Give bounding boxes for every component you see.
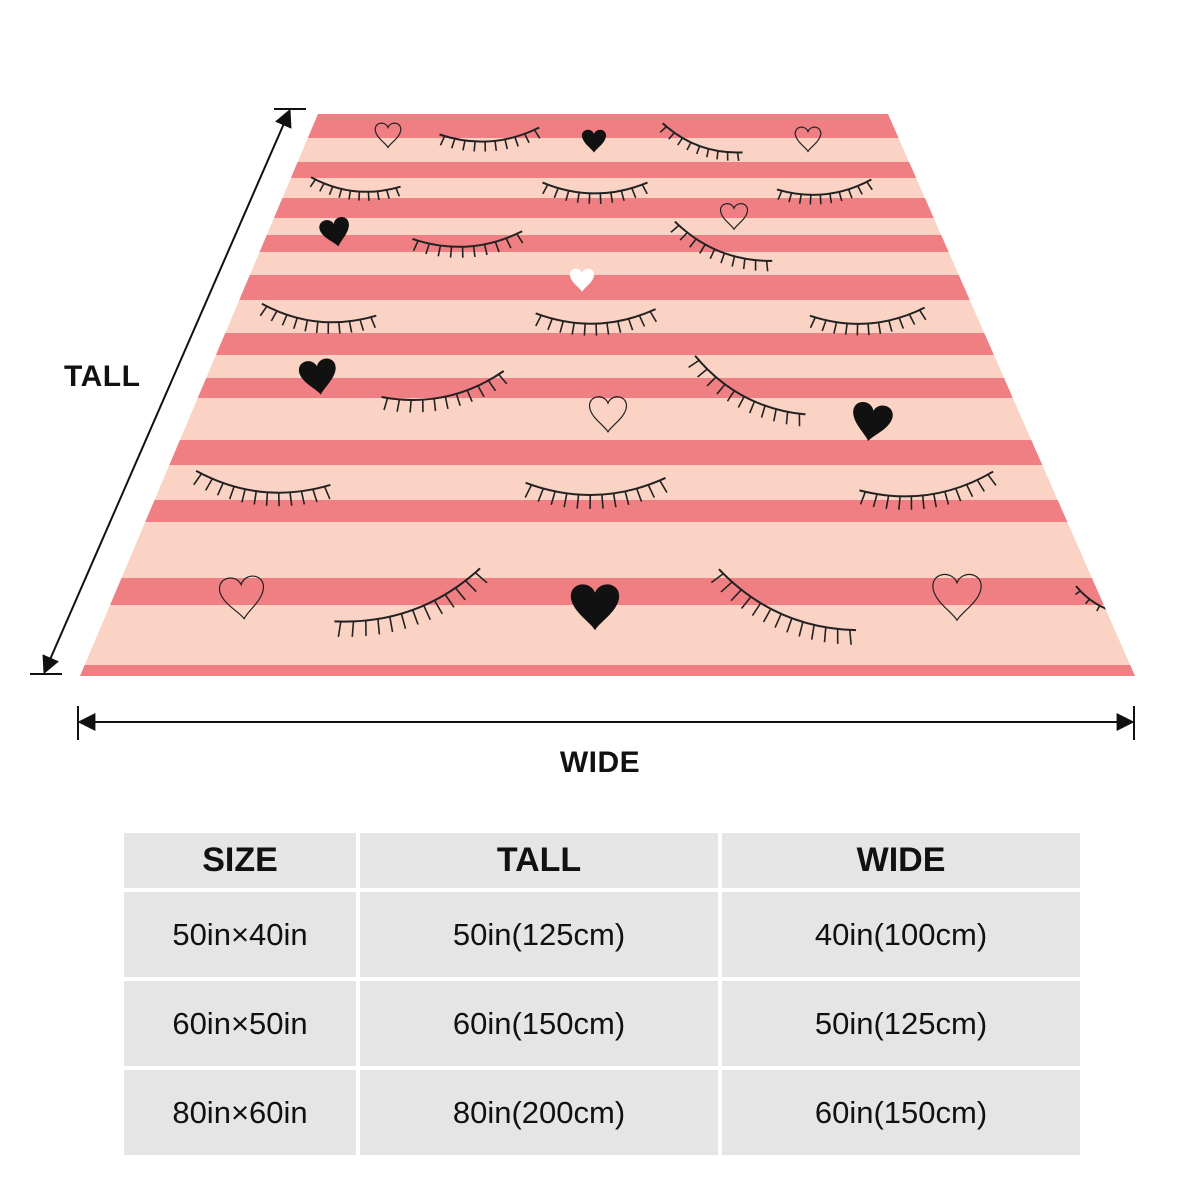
closed-eye-lashes-icon xyxy=(542,181,648,204)
cell-size: 80in×60in xyxy=(124,1070,356,1155)
heart-icon xyxy=(374,122,402,149)
closed-eye-lashes-icon xyxy=(309,176,401,201)
cell-tall: 60in(150cm) xyxy=(360,981,718,1066)
header-tall: TALL xyxy=(360,833,718,888)
closed-eye-lashes-icon xyxy=(859,470,997,510)
table-header-row: SIZE TALL WIDE xyxy=(124,833,1080,888)
closed-eye-lashes-icon xyxy=(381,370,508,413)
cell-wide: 50in(125cm) xyxy=(722,981,1080,1066)
heart-icon xyxy=(581,129,607,153)
closed-eye-lashes-icon xyxy=(670,220,773,272)
cell-tall: 50in(125cm) xyxy=(360,892,718,977)
heart-icon xyxy=(570,584,620,631)
heart-icon xyxy=(319,217,349,247)
header-wide: WIDE xyxy=(722,833,1080,888)
closed-eye-lashes-icon xyxy=(439,126,541,152)
cell-size: 60in×50in xyxy=(124,981,356,1066)
heart-icon xyxy=(932,573,982,622)
blanket-pattern xyxy=(193,122,1130,645)
cell-wide: 40in(100cm) xyxy=(722,892,1080,977)
heart-icon xyxy=(589,396,627,433)
cell-size: 50in×40in xyxy=(124,892,356,977)
heart-icon xyxy=(298,358,336,395)
table-row: 80in×60in 80in(200cm) 60in(150cm) xyxy=(124,1070,1080,1155)
closed-eye-lashes-icon xyxy=(688,355,806,427)
closed-eye-lashes-icon xyxy=(659,122,743,162)
heart-icon xyxy=(853,402,893,442)
blanket-stripe xyxy=(80,333,1135,355)
wide-label: WIDE xyxy=(559,746,641,779)
closed-eye-lashes-icon xyxy=(524,477,668,510)
blanket-stripe xyxy=(80,500,1135,522)
blanket-stripe xyxy=(80,665,1135,676)
closed-eye-lashes-icon xyxy=(776,178,873,205)
blanket-stripe xyxy=(80,275,1135,300)
cell-wide: 60in(150cm) xyxy=(722,1070,1080,1155)
closed-eye-lashes-icon xyxy=(412,230,524,258)
blanket-stripe xyxy=(80,198,1135,218)
blanket-illustration xyxy=(30,108,1135,740)
tall-dimension-arrow xyxy=(30,108,306,675)
header-size: SIZE xyxy=(124,833,356,888)
heart-icon xyxy=(720,203,748,231)
size-chart-table: SIZE TALL WIDE 50in×40in 50in(125cm) 40i… xyxy=(120,829,1084,1159)
cell-tall: 80in(200cm) xyxy=(360,1070,718,1155)
closed-eye-lashes-icon xyxy=(535,308,658,336)
blanket-stripe xyxy=(80,162,1135,178)
table-row: 50in×40in 50in(125cm) 40in(100cm) xyxy=(124,892,1080,977)
tall-label: TALL xyxy=(64,360,141,393)
closed-eye-lashes-icon xyxy=(334,567,488,638)
heart-icon xyxy=(569,268,595,292)
table-row: 60in×50in 60in(150cm) 50in(125cm) xyxy=(124,981,1080,1066)
closed-eye-lashes-icon xyxy=(710,568,857,645)
wide-dimension-arrow xyxy=(77,706,1135,740)
blanket-stripe xyxy=(80,235,1135,252)
heart-icon xyxy=(794,126,822,153)
closed-eye-lashes-icon xyxy=(809,306,927,336)
blanket-stripe xyxy=(80,440,1135,465)
blanket-stripe xyxy=(80,378,1135,398)
blanket-throw xyxy=(80,114,1135,676)
